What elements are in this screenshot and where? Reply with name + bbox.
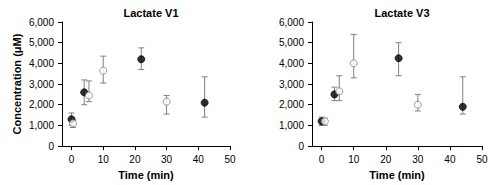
svg-text:5,000: 5,000 [29,37,54,48]
svg-text:40: 40 [444,154,456,165]
svg-text:10: 10 [98,154,110,165]
svg-text:Lactate V1: Lactate V1 [123,7,178,19]
svg-text:50: 50 [224,154,236,165]
svg-text:30: 30 [161,154,173,165]
svg-text:6,000: 6,000 [29,17,54,28]
svg-text:2,000: 2,000 [29,99,54,110]
svg-text:0: 0 [48,141,54,152]
svg-text:30: 30 [412,154,424,165]
svg-text:Lactate V3: Lactate V3 [374,7,429,19]
svg-text:2,000: 2,000 [279,99,304,110]
svg-text:20: 20 [129,154,141,165]
svg-text:50: 50 [476,154,488,165]
svg-text:40: 40 [193,154,205,165]
svg-text:0: 0 [319,154,325,165]
svg-text:20: 20 [380,154,392,165]
svg-text:1,000: 1,000 [279,120,304,131]
svg-text:3,000: 3,000 [29,79,54,90]
svg-text:6,000: 6,000 [279,17,304,28]
svg-text:Time (min): Time (min) [369,169,425,181]
svg-text:Time (min): Time (min) [118,169,174,181]
svg-text:4,000: 4,000 [29,58,54,69]
svg-text:4,000: 4,000 [279,58,304,69]
svg-text:1,000: 1,000 [29,120,54,131]
svg-text:0: 0 [69,154,75,165]
svg-text:5,000: 5,000 [279,37,304,48]
svg-text:3,000: 3,000 [279,79,304,90]
svg-text:Concentration (μM): Concentration (μM) [11,33,23,134]
svg-text:0: 0 [298,141,304,152]
svg-text:10: 10 [348,154,360,165]
